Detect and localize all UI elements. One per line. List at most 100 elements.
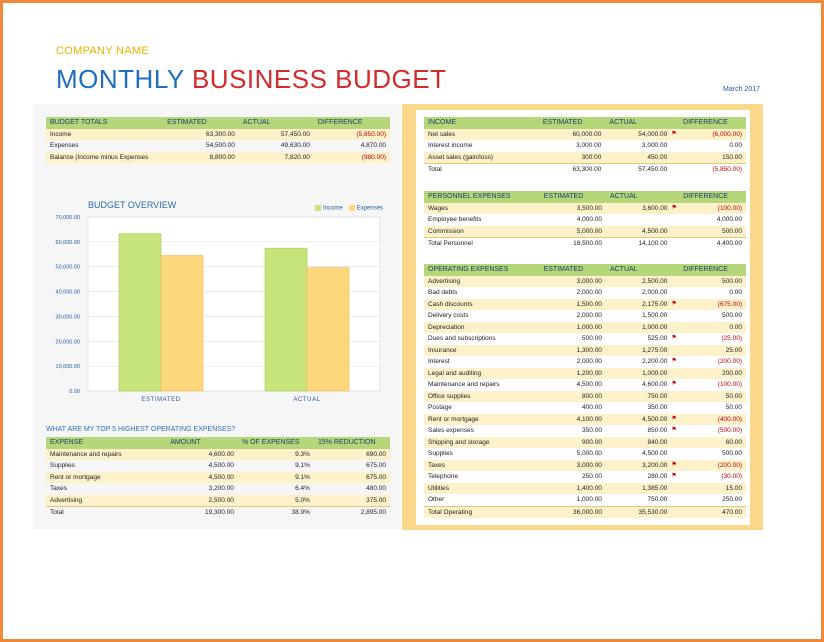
flag-cell-empty bbox=[671, 344, 680, 356]
table-row: Postage 400.00 350.00 50.00 bbox=[424, 402, 746, 414]
cell-estimated: 5,000.00 bbox=[539, 225, 607, 238]
cell-actual: 54,000.00 bbox=[605, 128, 672, 140]
flag-cell-empty bbox=[671, 436, 680, 448]
cell-difference: (5,850.00) bbox=[679, 163, 746, 176]
cell-actual: 14,100.00 bbox=[606, 237, 672, 250]
flag-icon: ⚑ bbox=[671, 413, 680, 425]
flag-cell-empty bbox=[671, 275, 680, 287]
cell-pct: 9.1% bbox=[295, 462, 310, 469]
cell-difference: 0.00 bbox=[729, 289, 742, 296]
column-header: EXPENSE bbox=[46, 437, 167, 449]
table-row: Interest income 3,000.00 3,000.00 0.00 bbox=[424, 140, 746, 152]
cell-label: Net sales bbox=[424, 128, 539, 140]
cell-estimated: 2,000.00 bbox=[576, 358, 602, 365]
column-header: BUDGET TOTALS bbox=[46, 117, 164, 129]
cell-actual: 750.00 bbox=[647, 496, 668, 503]
flag-cell-empty bbox=[671, 321, 680, 333]
cell-actual: 450.00 bbox=[605, 151, 672, 164]
cell-actual: 49,630.00 bbox=[280, 142, 310, 149]
column-header: ACTUAL bbox=[605, 264, 672, 276]
table-row: Total 19,300.00 38.9% 2,895.00 bbox=[46, 506, 390, 519]
cell-label: Shipping and storage bbox=[424, 436, 540, 448]
table-row: Net sales 60,000.00 54,000.00 ⚑ (6,000.00) bbox=[424, 128, 746, 140]
cell-label: Balance (Income minus Expenses bbox=[46, 151, 164, 163]
y-tick-label: 10,000.00 bbox=[56, 364, 80, 370]
cell-estimated: 3,500.00 bbox=[539, 202, 607, 214]
table-header-row: OPERATING EXPENSES ESTIMATED ACTUAL DIFFERE… bbox=[424, 264, 746, 276]
table-header-row: BUDGET TOTALS ESTIMATED ACTUAL DIFFERENCE bbox=[46, 117, 390, 129]
column-header: OPERATING EXPENSES bbox=[424, 264, 540, 276]
cell-label: Supplies bbox=[428, 450, 453, 457]
column-header: DIFFERENCE bbox=[313, 117, 390, 129]
flag-icon: ⚑ bbox=[671, 459, 680, 471]
cell-actual: 57,450.00 bbox=[238, 128, 314, 140]
y-tick-label: 60,000.00 bbox=[56, 240, 80, 246]
cell-reduction: 480.00 bbox=[366, 485, 386, 492]
cell-label: Expenses bbox=[50, 142, 79, 149]
cell-label: Income bbox=[46, 128, 164, 140]
table-row: Office supplies 800.00 750.00 50.00 bbox=[424, 390, 746, 402]
cell-estimated: 300.00 bbox=[538, 151, 606, 164]
cell-label: Advertising bbox=[424, 275, 540, 287]
table-row: Rent or mortgage 4,500.00 9.1% 675.00 bbox=[46, 471, 390, 483]
bar-expenses-estimated bbox=[160, 255, 204, 392]
y-tick-label: 40,000.00 bbox=[56, 290, 80, 296]
cell-difference: 4,870.00 bbox=[360, 142, 386, 149]
table-row: Maintenance and repairs 4,600.00 9.3% 690.0… bbox=[46, 448, 390, 460]
cell-estimated: 5,000.00 bbox=[576, 450, 602, 457]
cell-estimated: 250.00 bbox=[582, 473, 602, 480]
cell-estimated: 4,000.00 bbox=[576, 216, 603, 223]
flag-cell-empty bbox=[671, 225, 680, 238]
flag-icon: ⚑ bbox=[671, 298, 680, 310]
flag-header-spacer bbox=[671, 264, 680, 276]
operating-expenses-table: OPERATING EXPENSES ESTIMATED ACTUAL DIFFERE… bbox=[424, 264, 746, 518]
table-row: Taxes 3,000.00 3,200.00 ⚑ (200.00) bbox=[424, 459, 746, 471]
cell-label: Sales expenses bbox=[428, 427, 474, 434]
table-row: Commission 5,000.00 4,500.00 500.00 bbox=[424, 225, 746, 238]
cell-reduction: 2,895.00 bbox=[313, 506, 390, 519]
cell-expense: Supplies bbox=[50, 462, 75, 469]
cell-label: Postage bbox=[428, 404, 452, 411]
cell-estimated: 2,000.00 bbox=[576, 312, 602, 319]
cell-label: Bad debts bbox=[428, 289, 458, 296]
cell-difference: 500.00 bbox=[679, 275, 746, 287]
cell-difference: 500.00 bbox=[679, 225, 746, 238]
cell-actual: 280.00 bbox=[647, 473, 668, 480]
cell-actual: 3,600.00 bbox=[606, 202, 672, 214]
cell-actual bbox=[606, 214, 671, 226]
cell-difference: 0.00 bbox=[679, 321, 746, 333]
table-row: Maintenance and repairs 4,500.00 4,600.00 ⚑… bbox=[424, 379, 746, 391]
column-header: ESTIMATED bbox=[163, 117, 239, 129]
cell-expense: Maintenance and repairs bbox=[46, 448, 167, 460]
table-header-row: PERSONNEL EXPENSES ESTIMATED ACTUAL DIFFERE… bbox=[424, 191, 746, 203]
cell-estimated: 1,300.00 bbox=[539, 344, 606, 356]
flag-cell-empty bbox=[671, 151, 680, 164]
cell-difference: 470.00 bbox=[679, 505, 746, 518]
cell-difference: 250.00 bbox=[722, 496, 742, 503]
cell-difference: (200.00) bbox=[679, 459, 746, 471]
cell-actual: 4,500.00 bbox=[606, 225, 672, 238]
column-header: 15% REDUCTION bbox=[313, 437, 390, 449]
cell-difference: (675.00) bbox=[679, 298, 746, 310]
flag-cell-empty bbox=[671, 448, 679, 460]
legend-income: Income bbox=[315, 205, 343, 212]
cell-amount: 19,300.00 bbox=[166, 506, 238, 519]
table-row: Advertising 3,000.00 2,500.00 500.00 bbox=[424, 275, 746, 287]
cell-label: Utilities bbox=[424, 482, 540, 494]
cell-actual: 35,530.00 bbox=[605, 505, 672, 518]
cell-difference: (6,000.00) bbox=[679, 128, 746, 140]
cell-label: Telephone bbox=[428, 473, 458, 480]
cell-label: Asset sales (gain/loss) bbox=[424, 151, 539, 164]
legend-expenses-swatch bbox=[348, 205, 355, 211]
cell-difference: 4,400.00 bbox=[679, 237, 746, 250]
cell-expense: Total bbox=[46, 506, 167, 519]
cell-reduction: 690.00 bbox=[313, 448, 390, 460]
cell-difference: 4,000.00 bbox=[716, 216, 742, 223]
cell-actual: 4,600.00 bbox=[642, 381, 668, 388]
flag-cell-empty bbox=[671, 163, 680, 176]
cell-expense: Taxes bbox=[50, 485, 67, 492]
table-row: Supplies 5,000.00 4,500.00 500.00 bbox=[424, 448, 746, 460]
table-row: Depreciation 1,000.00 1,000.00 0.00 bbox=[424, 321, 746, 333]
cell-actual: 7,820.00 bbox=[238, 151, 314, 163]
cell-actual: 525.00 bbox=[647, 335, 668, 342]
